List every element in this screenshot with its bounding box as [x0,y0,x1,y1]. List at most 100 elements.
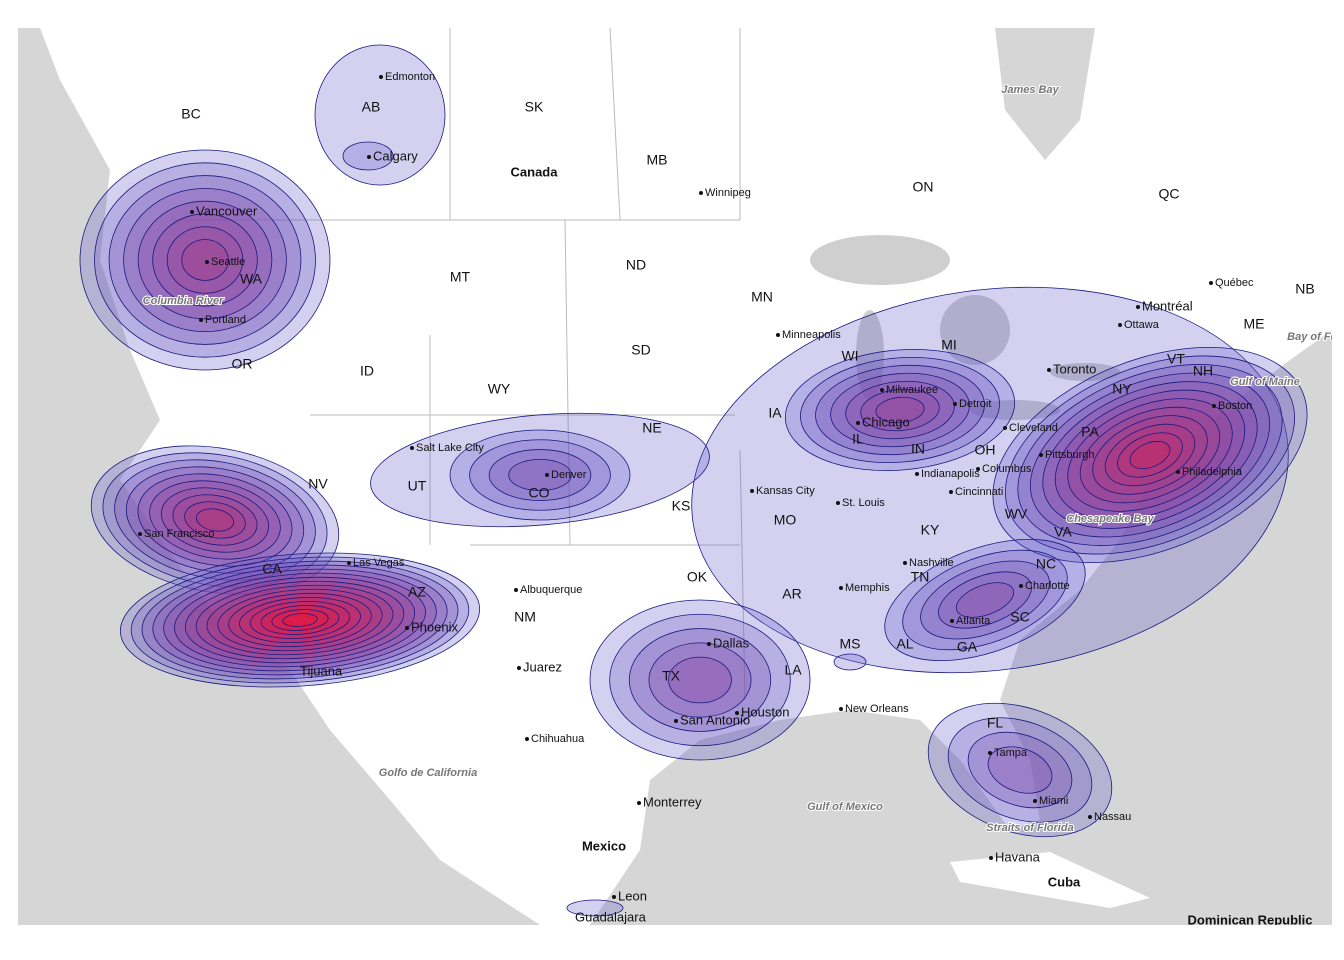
country-label: Cuba [1048,874,1081,889]
density-contour [589,599,811,761]
borders [170,28,746,701]
region-label: WY [488,381,511,397]
region-label: SK [525,99,544,115]
city-label: Phoenix [411,619,458,634]
city-label: Las Vegas [353,557,405,569]
region-label: IN [911,441,925,457]
cuba [950,852,1150,908]
density-contour [668,656,732,704]
region-label: OH [975,442,996,458]
density-contour [1117,432,1183,478]
region-label: VA [1054,524,1072,540]
density-contour [927,702,1113,838]
city-label: Monterrey [643,794,702,809]
city-dot [190,210,194,214]
density-contour [967,731,1073,809]
density-contour [152,213,258,307]
region-label: MB [647,152,668,168]
james-bay [995,28,1095,160]
country-label: Canada [511,164,559,179]
city-label: Tampa [994,747,1028,759]
density-contour [955,582,1015,618]
city-dot [1176,470,1180,474]
city-label: Portland [205,314,246,326]
density-contour [94,162,316,358]
density-contour [172,494,258,546]
city-label: Chihuahua [531,733,585,745]
water-label: Gulf of Maine [1230,376,1300,388]
city-dot [776,333,780,337]
city-dot [1033,799,1037,803]
city-dot [880,388,884,392]
density-contour [137,200,273,320]
city-dot [735,711,739,715]
density-contour [239,596,361,644]
city-label: Nassau [1094,811,1131,823]
city-label: Edmonton [385,71,435,83]
density-contour [184,501,246,539]
region-label: GA [957,639,978,655]
density-contour [800,356,1000,464]
region-label: WV [1005,506,1028,522]
density-contour [815,364,985,456]
region-label: AZ [408,584,426,600]
region-label: IA [768,405,782,421]
density-contour [1129,440,1171,470]
city-label: Cleveland [1009,422,1058,434]
region-label: KY [921,522,940,538]
region-label: UT [408,478,427,494]
region-label: NV [308,476,328,492]
city-label: Denver [551,469,587,481]
city-dot [950,619,954,623]
density-contour [137,473,293,567]
city-dot [205,260,209,264]
city-dot [199,318,203,322]
density-contour [181,239,229,281]
city-dot [674,719,678,723]
city-label: Detroit [959,398,991,410]
region-label: AL [896,636,913,652]
city-dot [525,737,529,741]
city-dot [405,626,409,630]
region-label: VT [1167,351,1185,367]
density-contour [184,576,416,664]
city-label: Miami [1039,795,1068,807]
density-contour [1079,406,1221,504]
density-contour [228,592,372,648]
city-label: San Antonio [680,712,750,727]
density-contour [260,605,340,635]
density-contour [130,556,470,684]
region-label: AR [782,586,801,602]
region-label: MI [941,337,957,353]
city-dot [949,490,953,494]
border [564,219,571,546]
region-label: QC [1159,186,1180,202]
city-label: Montréal [1142,298,1193,313]
density-contour [123,187,287,333]
region-label: LA [784,662,802,678]
great-lakes [810,235,1120,420]
region-label: ID [360,363,374,379]
pacific-ocean [18,28,540,925]
density-contour [163,568,437,672]
city-dot [839,586,843,590]
city-dot [612,895,616,899]
city-label: Dallas [713,635,750,650]
region-label: AB [362,99,381,115]
density-contour [119,552,481,688]
region-label: MT [450,269,471,285]
density-contour [166,226,244,294]
city-dot [517,666,521,670]
region-label: SC [1010,609,1029,625]
region-label: CO [529,485,550,501]
water-label: James Bay [1001,84,1059,96]
city-dot [1003,426,1007,430]
water-label: Chesapeake Bay [1066,513,1154,525]
city-dot [1019,584,1023,588]
city-label: Salt Lake City [416,442,484,454]
region-label: NY [1112,381,1132,397]
density-contour [469,439,611,511]
city-label: Kansas City [756,485,815,497]
density-contour [1104,423,1196,487]
city-dot [989,856,993,860]
